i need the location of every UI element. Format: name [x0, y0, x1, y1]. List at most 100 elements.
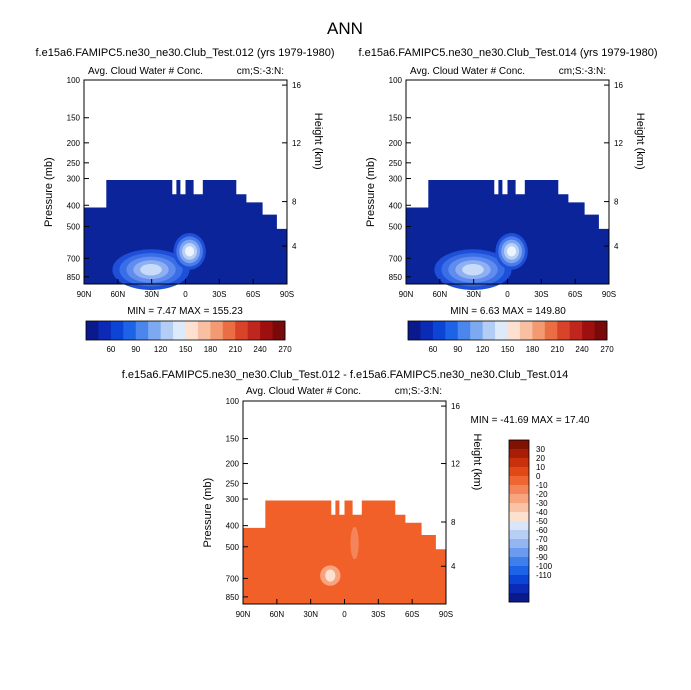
panel-2-xtick-label: 30N	[466, 290, 481, 299]
panel-3-ytick-label: 150	[226, 435, 240, 444]
panel-3-ytick-label: 250	[226, 479, 240, 488]
panel-2-colorbar-swatch	[519, 321, 533, 340]
panel-1-colorbar-label: 210	[229, 345, 243, 354]
panel-2-colorbar-label: 210	[551, 345, 565, 354]
panel-3-xtick-label: 0	[342, 610, 347, 619]
panel-2-contour-0-4	[462, 264, 484, 276]
panel-3-colorbar-label: 0	[536, 472, 541, 481]
panel-3-colorbar-swatch	[509, 458, 529, 468]
panel-1-subtitle-left: Avg. Cloud Water # Conc.	[88, 66, 203, 77]
panel-1-colorbar-label: 150	[179, 345, 193, 354]
panel-2-colorbar-border	[407, 320, 608, 341]
panel-1-colorbar-swatch	[197, 321, 211, 340]
panel-1-xtick-label: 0	[183, 290, 188, 299]
panel-3-ytick-label: 100	[226, 397, 240, 406]
panel-3-subtitle-left: Avg. Cloud Water # Conc.	[246, 386, 361, 397]
panel-3-colorbar-swatch	[509, 584, 529, 594]
panel-2-colorbar-swatch	[470, 321, 484, 340]
panel-1-xtick-label: 90N	[77, 290, 92, 299]
panel-2-colorbar-swatch	[544, 321, 558, 340]
panel-3-colorbar-swatch	[509, 503, 529, 513]
panel-2-ytick-label: 100	[389, 76, 403, 85]
panel-1-ytick-right-label: 12	[292, 139, 301, 148]
panel-1-plot: 90N 60N 30N 0 30S 60S 90S 100 150 200 250 300 400 500…	[43, 76, 324, 299]
panel-3-colorbar-swatch	[509, 539, 529, 549]
panel-2-colorbar-label: 90	[453, 345, 462, 354]
panel-2-colorbar-label: 120	[476, 345, 490, 354]
panel-3-xtick-label: 60N	[269, 610, 284, 619]
panel-2-xtick-label: 90N	[399, 290, 414, 299]
panel-3-colorbar-border	[508, 439, 530, 603]
panel-1-xtick-label: 90S	[280, 290, 294, 299]
panel-3-xtick-label: 90N	[236, 610, 251, 619]
panel-2: f.e15a6.FAMIPC5.ne30_ne30.Club_Test.014 …	[358, 47, 657, 354]
panel-3-ytick-label: 500	[226, 543, 240, 552]
panel-3-ytick-label: 200	[226, 460, 240, 469]
panel-3-xtick-label: 90S	[439, 610, 453, 619]
panel-1-xtick-label: 30N	[144, 290, 159, 299]
panel-3-colorbar-label: -10	[536, 481, 548, 490]
panel-3-colorbar-label: -70	[536, 535, 548, 544]
panel-3-xtick-label: 30N	[303, 610, 318, 619]
panel-2-colorbar-swatch	[457, 321, 471, 340]
panel-1-colorbar-label: 90	[131, 345, 140, 354]
panel-1-colorbar-border	[85, 320, 286, 341]
panel-1-colorbar-swatch	[123, 321, 137, 340]
panel-1-colorbar-swatch	[235, 321, 249, 340]
panel-1-ytick-label: 300	[67, 175, 81, 184]
panel-2-colorbar-swatch	[594, 321, 608, 340]
panel-3-colorbar-swatch	[509, 467, 529, 477]
panel-3-colorbar-swatch	[509, 530, 529, 540]
panel-3-colorbar-swatch	[509, 575, 529, 585]
panel-3-contour-2	[350, 526, 359, 560]
panel-1-colorbar-label: 180	[204, 345, 218, 354]
panel-2-ytick-label: 250	[389, 159, 403, 168]
panel-1-stats: MIN = 7.47 MAX = 155.23	[127, 306, 243, 317]
panel-3-colorbar-label: -40	[536, 508, 548, 517]
panel-1-colorbar-swatch	[260, 321, 273, 340]
panel-1-colorbar-swatch	[160, 321, 174, 340]
panel-2-ylabel-right: Height (km)	[634, 113, 646, 170]
panel-3-colorbar-swatch	[509, 485, 529, 495]
panel-1-ytick-label: 500	[67, 222, 81, 231]
panel-2-colorbar-swatch	[408, 321, 421, 340]
panel-2-colorbar-swatch	[445, 321, 459, 340]
panel-3-title: f.e15a6.FAMIPC5.ne30_ne30.Club_Test.012 …	[122, 369, 568, 381]
panel-3-ytick-label: 400	[226, 522, 240, 531]
panel-1-ytick-label: 100	[67, 76, 81, 85]
panel-2-xtick-label: 60S	[568, 290, 582, 299]
panel-3-ytick-right-label: 8	[451, 518, 456, 527]
panel-3-colorbar-swatch	[509, 557, 529, 567]
panel-2-plot: 90N 60N 30N 0 30S 60S 90S 100 150 200 250 300 400 500…	[365, 76, 646, 299]
panel-2-colorbar-label: 60	[428, 345, 437, 354]
panel-3-stats: MIN = -41.69 MAX = 17.40	[471, 415, 590, 426]
panel-3-colorbar-swatch	[509, 449, 529, 459]
panel-1-colorbar-swatch	[86, 321, 99, 340]
panel-1-xtick-label: 30S	[212, 290, 226, 299]
panel-1-colorbar-swatch	[247, 321, 261, 340]
panel-3-contour-1	[325, 569, 336, 582]
panel-1-colorbar-swatch	[222, 321, 236, 340]
panel-2-ytick-right-label: 8	[614, 198, 619, 207]
panel-2-xtick-label: 0	[505, 290, 510, 299]
panel-3-colorbar-swatch	[509, 440, 529, 450]
panel-3-ytick-right-label: 16	[451, 402, 460, 411]
panel-3-colorbar-swatch	[509, 566, 529, 576]
panel-3-colorbar-label: 20	[536, 454, 545, 463]
panel-2-colorbar-swatch	[582, 321, 595, 340]
panel-3-ylabel-right: Height (km)	[471, 433, 483, 490]
panel-2-colorbar-label: 240	[575, 345, 589, 354]
panel-2-ytick-label: 700	[389, 254, 403, 263]
panel-2-colorbar-label: 180	[526, 345, 540, 354]
panel-2-colorbar-swatch	[532, 321, 546, 340]
panel-3-colorbar-label: -100	[536, 562, 553, 571]
panel-3-colorbar-label: 10	[536, 463, 545, 472]
panel-1-title: f.e15a6.FAMIPC5.ne30_ne30.Club_Test.012 …	[35, 47, 334, 59]
panel-1-colorbar: 60 90 120 150 180 210 240 270	[85, 320, 292, 354]
panel-1-ytick-right-label: 16	[292, 81, 301, 90]
panel-1-colorbar-label: 60	[106, 345, 115, 354]
panel-3-colorbar-label: -60	[536, 526, 548, 535]
panel-2-colorbar-label: 150	[501, 345, 515, 354]
panel-3-colorbar-label: -90	[536, 553, 548, 562]
panel-3-ytick-label: 850	[226, 593, 240, 602]
